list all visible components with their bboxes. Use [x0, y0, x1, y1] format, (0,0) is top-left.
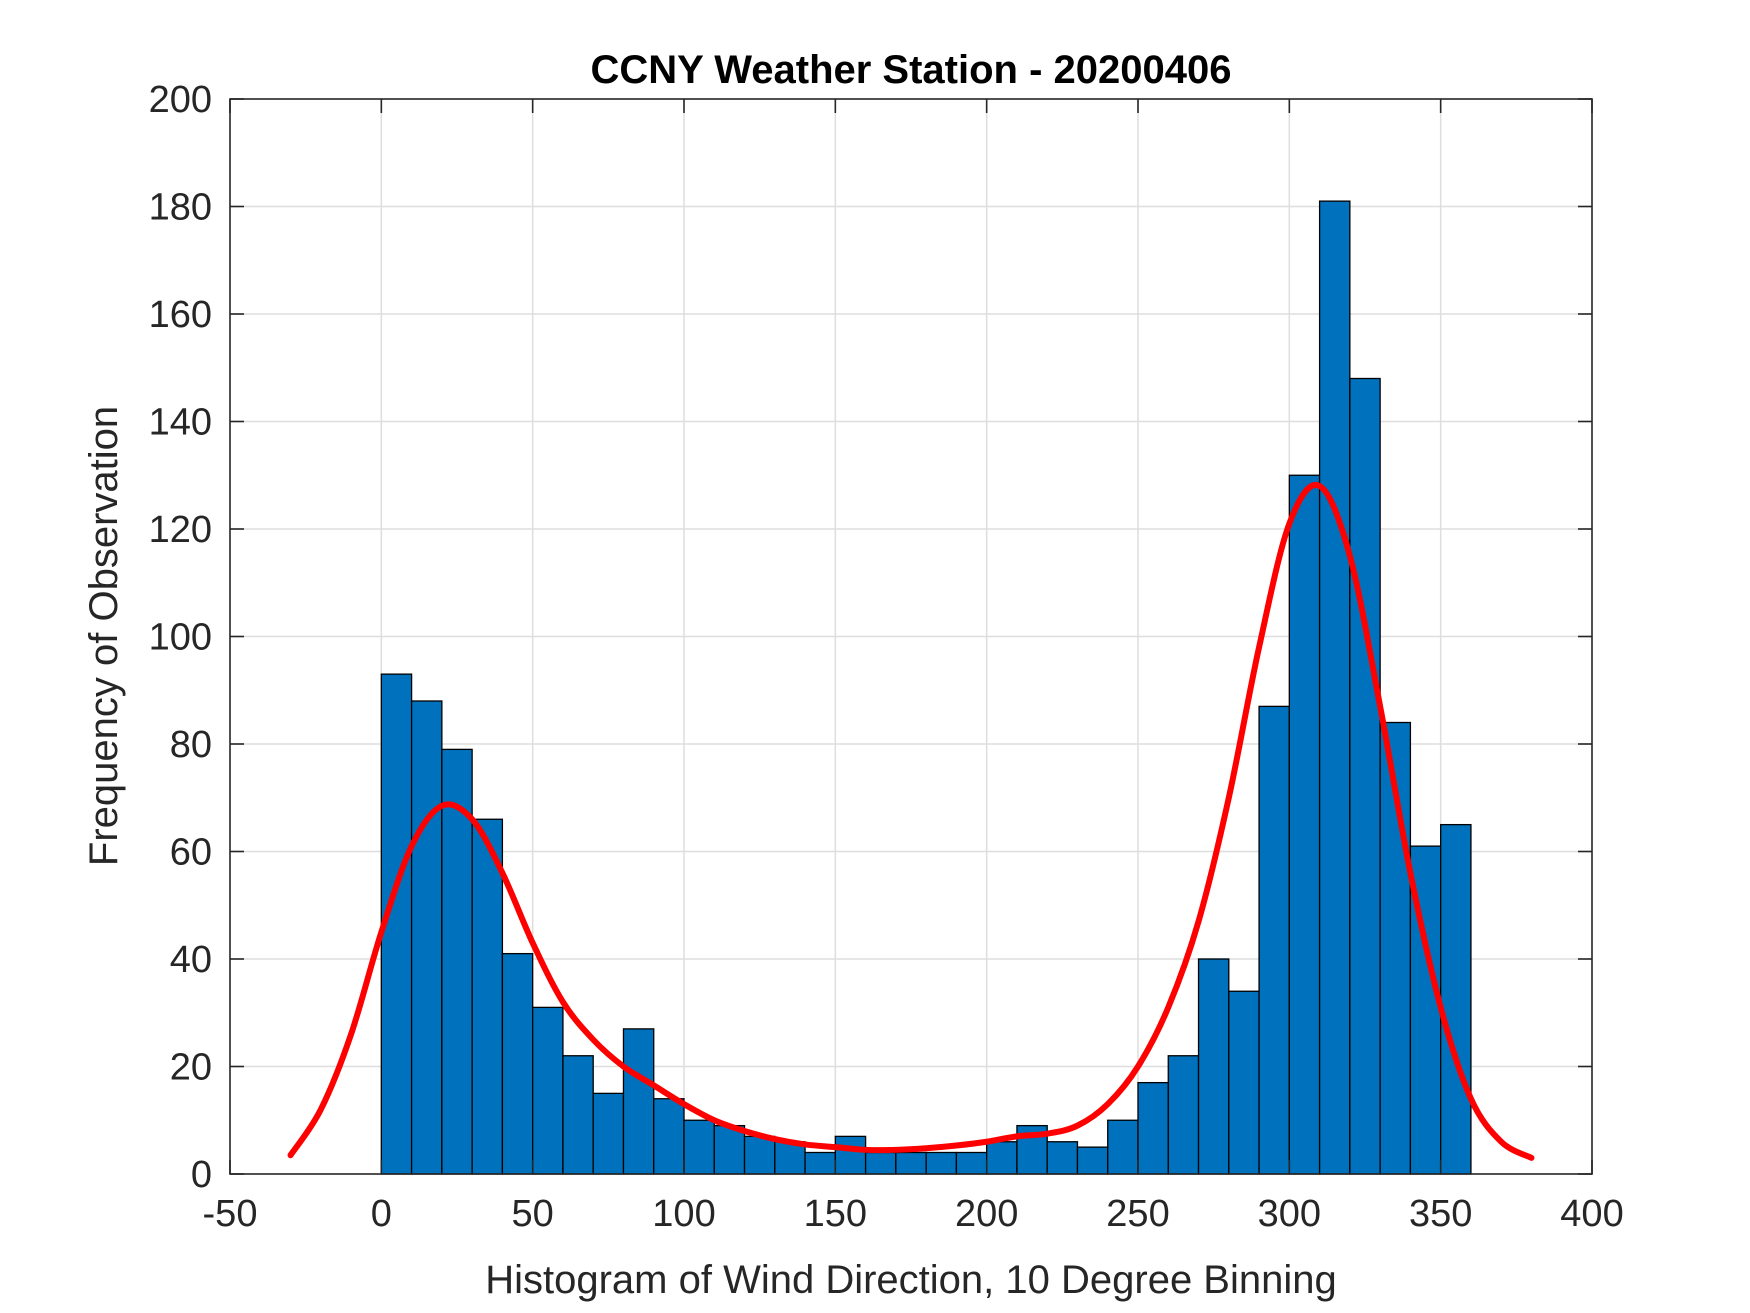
y-tick-label: 0 — [191, 1154, 212, 1196]
x-tick-label: 100 — [652, 1193, 715, 1235]
y-tick-label: 180 — [149, 187, 212, 229]
histogram-bar — [1046, 1141, 1079, 1175]
y-axis-label: Frequency of Observation — [82, 406, 126, 866]
histogram-bar — [441, 748, 473, 1175]
histogram-bar — [683, 1119, 715, 1175]
histogram-bar — [1107, 1119, 1139, 1175]
x-tick-label: -50 — [203, 1193, 258, 1235]
x-tick-label: 150 — [804, 1193, 867, 1235]
x-tick-label: 400 — [1560, 1193, 1623, 1235]
axis-ticks: -50 0 50 100 150 200 250 300 350 4000204060801001… — [149, 79, 1624, 1235]
y-tick-label: 60 — [170, 832, 212, 874]
histogram-bar — [501, 952, 534, 1175]
histogram-bar — [1228, 990, 1260, 1175]
histogram-bar — [562, 1055, 594, 1175]
histogram-bar — [713, 1124, 746, 1175]
histogram-bar — [955, 1151, 988, 1175]
histogram-bar — [986, 1141, 1018, 1175]
x-tick-label: 50 — [512, 1193, 554, 1235]
histogram-bar — [622, 1028, 655, 1175]
y-tick-label: 80 — [170, 724, 212, 766]
histogram-bar — [895, 1151, 927, 1175]
histogram-bars — [380, 200, 1472, 1175]
y-tick-label: 120 — [149, 509, 212, 551]
histogram-bar — [1349, 377, 1381, 1175]
histogram-bar — [804, 1151, 836, 1175]
histogram-bar — [1440, 823, 1472, 1175]
histogram-bar — [532, 1006, 564, 1175]
histogram-bar — [743, 1135, 776, 1175]
histogram-bar — [410, 700, 443, 1175]
histogram-bar — [592, 1092, 625, 1175]
histogram-bar — [925, 1151, 958, 1175]
x-axis-label: Histogram of Wind Direction, 10 Degree B… — [485, 1258, 1337, 1302]
chart-title: CCNY Weather Station - 20200406 — [591, 48, 1232, 92]
y-tick-label: 20 — [170, 1047, 212, 1089]
y-tick-label: 200 — [149, 79, 212, 121]
histogram-bar — [653, 1098, 685, 1175]
x-tick-label: 250 — [1106, 1193, 1169, 1235]
histogram-bar — [834, 1135, 867, 1175]
y-tick-label: 160 — [149, 294, 212, 336]
y-tick-label: 140 — [149, 402, 212, 444]
histogram-bar — [471, 818, 504, 1175]
y-tick-label: 40 — [170, 939, 212, 981]
x-tick-label: 200 — [955, 1193, 1018, 1235]
histogram-bar — [1258, 705, 1290, 1175]
x-tick-label: 300 — [1258, 1193, 1321, 1235]
histogram-bar — [1197, 958, 1230, 1175]
x-tick-label: 0 — [371, 1193, 392, 1235]
histogram-bar — [864, 1151, 897, 1175]
histogram-bar — [1288, 474, 1321, 1175]
fit-curve-layer — [287, 482, 1535, 1161]
y-tick-label: 100 — [149, 617, 212, 659]
x-tick-label: 350 — [1409, 1193, 1472, 1235]
histogram-bar — [1167, 1055, 1200, 1175]
histogram-bar — [1318, 200, 1351, 1175]
fit-curve — [287, 482, 1535, 1161]
histogram-bar — [1076, 1146, 1109, 1175]
histogram-bar — [1137, 1081, 1169, 1175]
